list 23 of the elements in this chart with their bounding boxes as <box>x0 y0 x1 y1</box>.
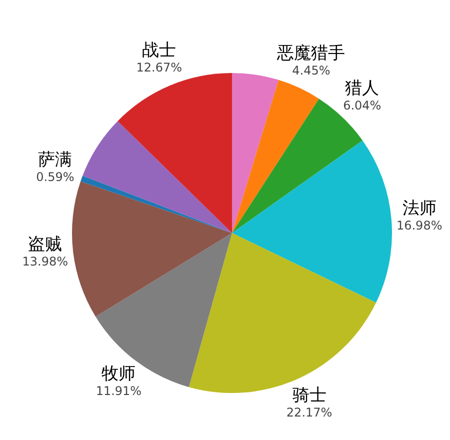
pie-slice <box>232 140 392 303</box>
slice-label: 恶魔猎手 <box>276 44 346 64</box>
slice-label: 盗贼 <box>28 234 62 255</box>
slice-label: 萨满 <box>38 150 72 170</box>
data-label: 4.45% <box>292 64 330 78</box>
pie-slice <box>232 73 279 233</box>
data-label: 11.91% <box>96 384 142 398</box>
data-label: 6.04% <box>343 98 382 112</box>
pie-slice <box>96 233 232 388</box>
data-label: 12.67% <box>136 60 182 75</box>
pie-slice <box>118 73 232 233</box>
slice-label: 战士 <box>142 40 176 61</box>
slice-label: 猎人 <box>345 78 380 98</box>
data-label: 0.59% <box>36 170 74 184</box>
pie-slice <box>82 121 232 233</box>
slice-label: 法师 <box>402 198 436 218</box>
slice-label: 牧师 <box>102 364 136 384</box>
slice-label: 骑士 <box>292 385 326 406</box>
pie-slice <box>72 181 232 317</box>
data-label: 16.98% <box>396 218 442 232</box>
data-label: 13.98% <box>22 254 68 269</box>
pie-slice <box>232 80 319 233</box>
data-label: 22.17% <box>286 405 332 420</box>
